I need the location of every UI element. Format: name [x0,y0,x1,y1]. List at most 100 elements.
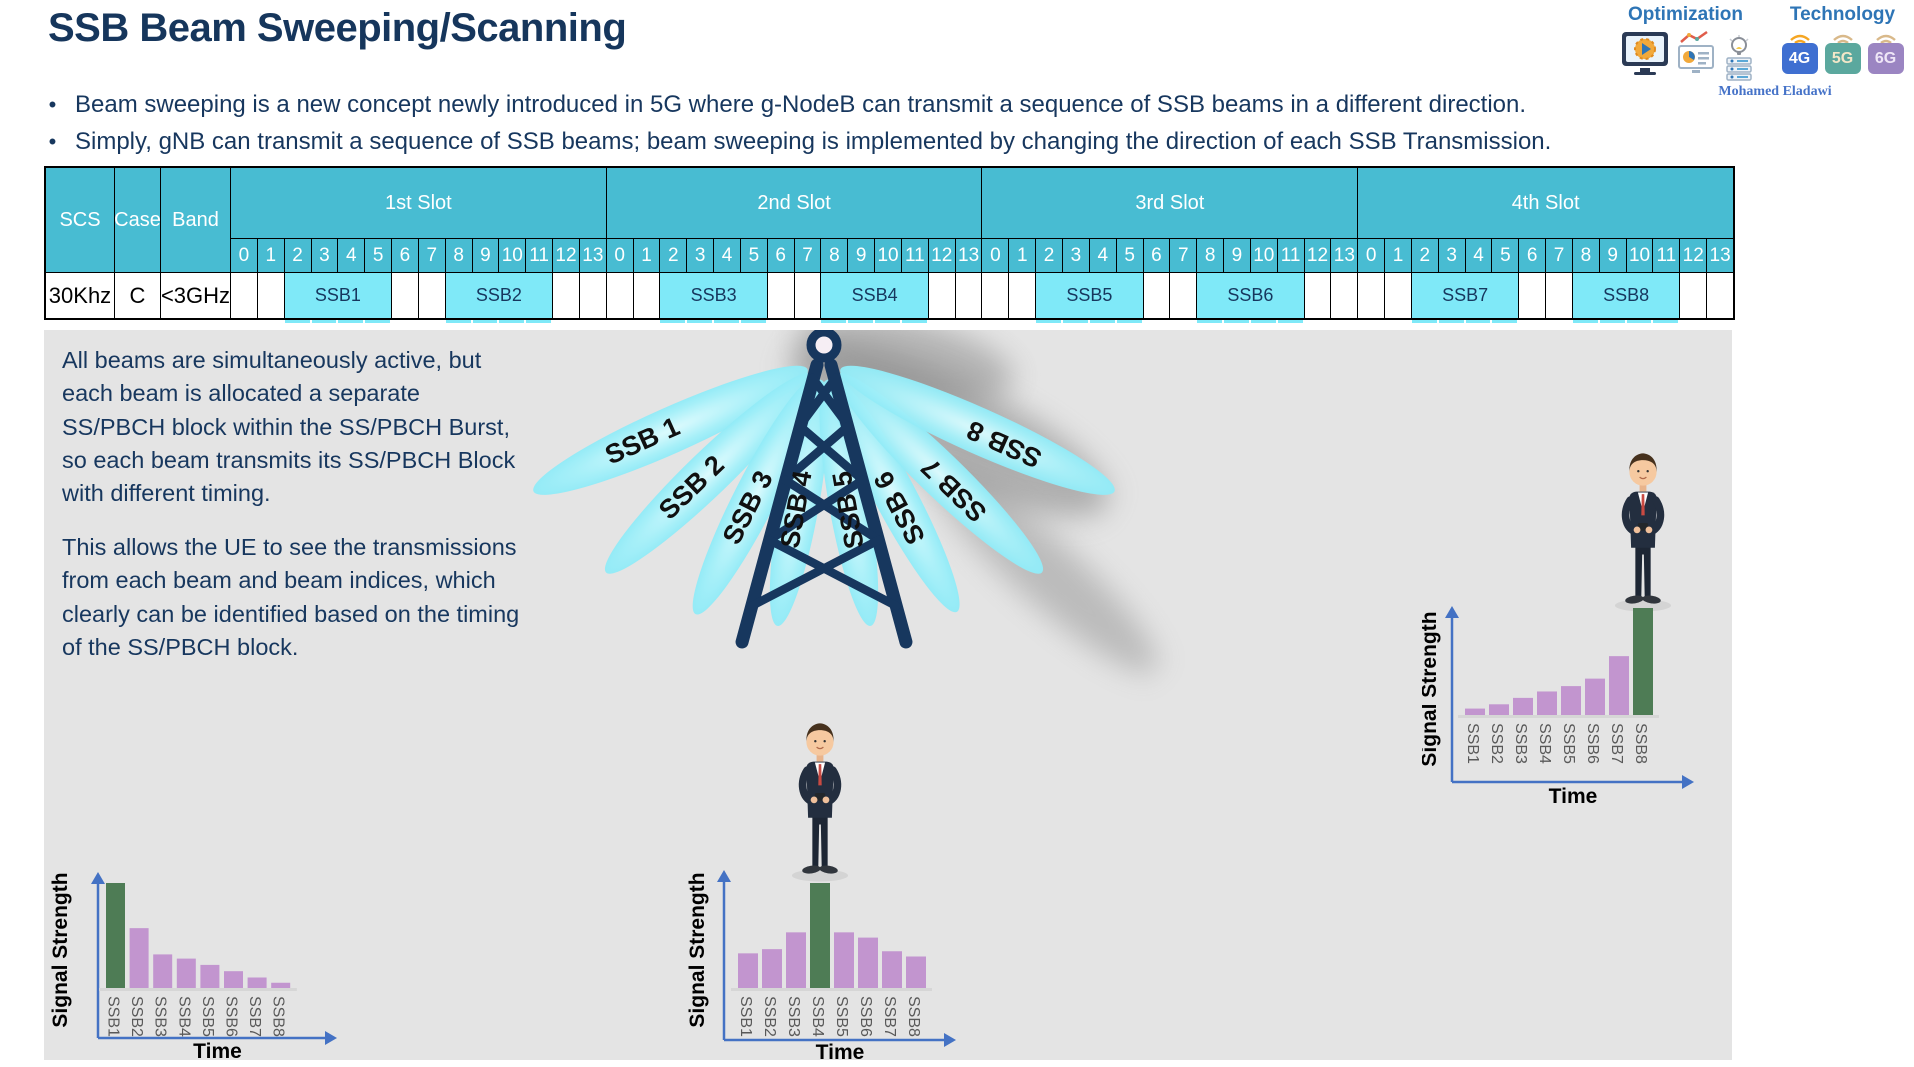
ssb-beam [692,377,819,615]
symbol-index-cell: 0 [1357,238,1385,272]
bullet-list: • Beam sweeping is a new concept newly i… [30,90,1630,164]
empty-symbol-cell [766,272,794,318]
category-label: SSB5 [199,996,216,1037]
symbol-index-cell: 12 [1679,238,1707,272]
empty-symbol-cell [981,272,1009,318]
empty-symbol-cell [1303,272,1331,318]
symbol-index-cell: 10 [1625,238,1653,272]
empty-symbol-cell [1518,272,1546,318]
ssb-under-tick [713,320,740,323]
bar [271,982,291,988]
empty-symbol-cell [1008,272,1036,318]
bar [153,954,173,988]
bar [762,949,782,988]
symbol-index-cell: 11 [1652,238,1680,272]
category-label: SSB1 [1464,723,1481,764]
x-axis-label: Time [1549,785,1598,808]
technology-brand: Technology 4G 5G [1775,4,1910,74]
symbol-index-cell: 4 [713,238,740,272]
symbol-index-cell: 8 [820,238,848,272]
ssb-beam [835,373,1044,574]
empty-symbol-cell [1330,272,1358,318]
badge-6g: 6G [1867,30,1904,74]
gnb-tower-icon [735,330,913,649]
paragraph: This allows the UE to see the transmissi… [62,533,520,660]
symbol-index-cell: 11 [525,238,553,272]
symbol-index-cell: 9 [1223,238,1250,272]
ssb-beam [604,373,813,574]
symbol-index-cell: 5 [364,238,392,272]
ssb-block: SSB8 [1571,272,1680,318]
bar [786,932,806,988]
ssb-under-tick [1088,320,1116,323]
ssb-slot-table: SCS Case Band 1st Slot 2nd Slot 3rd Slot 4th S… [44,166,1735,320]
category-label: SSB4 [1536,723,1553,764]
symbol-index-cell: 3 [1062,238,1089,272]
symbol-index-cell: 9 [471,238,499,272]
category-label: SSB8 [905,996,922,1037]
symbol-index-cell: 5 [1115,238,1143,272]
symbol-index-cell: 13 [578,238,606,272]
empty-symbol-cell [256,272,284,318]
category-label: SSB7 [881,996,898,1037]
column-header: Band [160,168,230,272]
symbol-index-cell: 3 [686,238,714,272]
symbol-index-cell: 2 [659,238,687,272]
scs-cell: 30Khz [46,272,114,318]
symbol-index-cell: 8 [1196,238,1224,272]
ssb-under-tick [1410,320,1438,323]
highlighted-bar [106,883,125,988]
symbol-index-cell: 1 [256,238,284,272]
bullet-marker: • [48,129,57,154]
category-label: SSB8 [270,996,287,1037]
x-axis-label: Time [816,1041,865,1064]
bullet-text: Beam sweeping is a new concept newly int… [75,91,1527,118]
category-label: SSB1 [737,996,754,1037]
bar [858,937,878,988]
ssb-under-tick [1491,320,1519,323]
ssb-beam [829,377,960,613]
ssb-under-tick [1571,320,1599,323]
chart-middle: SSB1 SSB2 SSB3 SSB4 SSB5 SSB6 SSB7 SSB8 Signal S… [688,870,956,1064]
empty-symbol-cell [391,272,418,318]
bar [1489,704,1509,715]
category-label: SSB3 [785,996,802,1037]
ssb-under-tick [1437,320,1465,323]
bar [1537,691,1557,715]
bullet-item: • Beam sweeping is a new concept newly i… [30,90,1630,120]
ssb-under-tick [1625,320,1653,323]
category-label: SSB2 [761,996,778,1037]
symbol-index-cell: 3 [1437,238,1465,272]
symbol-index-cell: 12 [1303,238,1331,272]
symbol-index-cell: 9 [1598,238,1626,272]
monitor-gear-icon [1620,30,1670,81]
empty-symbol-cell [927,272,955,318]
category-label: SSB4 [809,996,826,1037]
symbol-index-cell: 0 [230,238,257,272]
ssb-block: SSB7 [1410,272,1519,318]
bullet-item: • Simply, gNB can transmit a sequence of… [30,127,1630,157]
ssb-under-tick [820,320,848,323]
wifi-icon [1875,34,1896,45]
x-axis-label: Time [193,1040,242,1062]
highlighted-bar [1633,608,1653,715]
empty-symbol-cell [1169,272,1197,318]
symbol-index-cell: 10 [1249,238,1277,272]
symbol-index-cell: 7 [793,238,821,272]
bar [200,964,220,988]
symbol-index-cell: 5 [1491,238,1519,272]
ssb-under-tick [444,320,472,323]
slot-header: 4th Slot [1357,168,1733,238]
ssb-table-underticks [44,318,1735,325]
category-label: SSB8 [1632,723,1649,764]
category-label: SSB6 [223,996,240,1037]
highlighted-bar [810,883,830,988]
wifi-icon [1789,34,1810,45]
ssb-block: SSB1 [283,272,392,318]
badge-5g: 5G [1824,30,1861,74]
page-title: SSB Beam Sweeping/Scanning [48,6,627,50]
empty-symbol-cell [793,272,821,318]
symbol-index-cell: 4 [1464,238,1492,272]
